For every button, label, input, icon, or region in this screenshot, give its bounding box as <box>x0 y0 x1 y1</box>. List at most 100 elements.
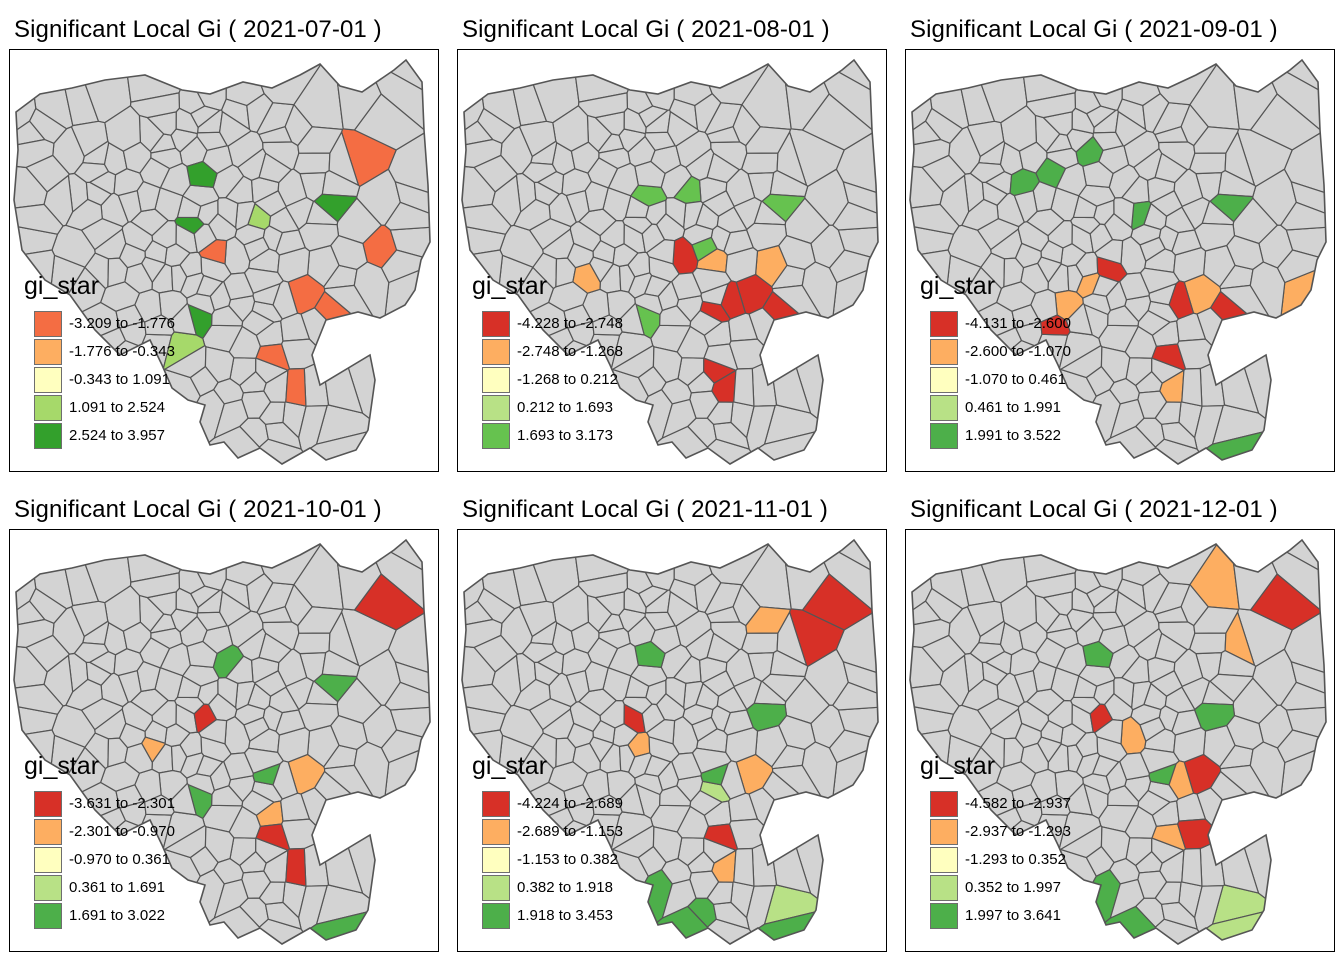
legend-swatch <box>482 339 510 365</box>
district <box>733 847 755 887</box>
district <box>745 126 792 154</box>
legend-item: -0.343 to 1.091 <box>24 367 170 395</box>
district-significant <box>1075 272 1101 299</box>
legend-item: 0.382 to 1.918 <box>472 875 613 903</box>
district <box>589 736 614 764</box>
district <box>211 305 244 327</box>
district <box>646 718 676 745</box>
district-significant <box>691 236 718 263</box>
district <box>598 627 631 650</box>
legend-label: -4.582 to -2.937 <box>965 795 1071 812</box>
district <box>675 610 712 649</box>
panel-title: Significant Local Gi ( 2021-09-01 ) <box>910 16 1278 43</box>
district <box>1193 606 1240 634</box>
district <box>28 587 68 625</box>
district-significant <box>761 193 806 223</box>
district <box>961 198 999 231</box>
district <box>146 111 177 136</box>
choropleth-map <box>909 58 1327 465</box>
district <box>761 673 806 703</box>
legend-item: -3.631 to -2.301 <box>24 791 175 819</box>
district <box>198 718 228 745</box>
district <box>924 107 964 145</box>
choropleth-map <box>461 538 879 945</box>
district <box>189 105 222 129</box>
district <box>1025 572 1077 599</box>
district <box>1154 632 1189 664</box>
district <box>563 304 593 329</box>
legend-item: -4.228 to -2.748 <box>472 311 623 339</box>
district <box>1046 627 1079 650</box>
district <box>665 677 687 709</box>
legend-item: -1.153 to 0.382 <box>472 847 618 875</box>
district <box>297 606 344 634</box>
legend: gi_star -4.228 to -2.748 -2.748 to -1.26… <box>472 272 623 451</box>
district <box>196 611 229 631</box>
district <box>1092 611 1125 631</box>
legend-swatch <box>34 847 62 873</box>
district <box>740 632 779 655</box>
legend-label: -1.153 to 0.382 <box>517 851 618 868</box>
legend-label: 1.991 to 3.522 <box>965 427 1061 444</box>
map-panel-2021-10: Significant Local Gi ( 2021-10-01 ) gi_s… <box>8 496 440 966</box>
district <box>217 677 239 709</box>
district <box>644 611 677 631</box>
district <box>1011 304 1041 329</box>
map-panel-2021-11: Significant Local Gi ( 2021-11-01 ) gi_s… <box>456 496 888 966</box>
district <box>462 203 512 235</box>
district <box>675 130 712 169</box>
legend-swatch <box>930 903 958 929</box>
legend-item: -1.070 to 0.461 <box>920 367 1066 395</box>
district <box>665 197 687 229</box>
district <box>961 678 999 711</box>
legend-label: -2.689 to -1.153 <box>517 823 623 840</box>
district <box>115 304 145 329</box>
legend-label: 0.461 to 1.991 <box>965 399 1061 416</box>
legend-swatch <box>482 903 510 929</box>
district <box>243 716 270 743</box>
city-outline <box>461 538 879 945</box>
legend-title: gi_star <box>920 272 996 300</box>
district <box>1011 784 1041 809</box>
legend: gi_star -3.631 to -2.301 -2.301 to -0.97… <box>24 752 175 931</box>
district <box>659 785 692 807</box>
legend-label: -4.228 to -2.748 <box>517 315 623 332</box>
district <box>275 709 306 736</box>
district <box>70 600 109 638</box>
district <box>921 634 967 673</box>
legend-label: 0.361 to 1.691 <box>69 879 165 896</box>
district <box>258 881 286 905</box>
choropleth-map <box>461 58 879 465</box>
district <box>211 785 244 807</box>
legend-label: -4.224 to -2.689 <box>517 795 623 812</box>
district <box>1040 239 1064 265</box>
district <box>637 585 670 609</box>
district <box>1013 669 1038 703</box>
district <box>1113 197 1135 229</box>
district <box>1123 130 1160 169</box>
legend-swatch <box>34 339 62 365</box>
legend-label: 1.691 to 3.022 <box>69 907 165 924</box>
district <box>73 642 110 664</box>
legend-swatch <box>34 791 62 817</box>
district <box>1092 131 1125 151</box>
district <box>966 120 1005 158</box>
district <box>1094 718 1124 745</box>
district <box>910 203 960 235</box>
district <box>728 818 776 850</box>
district <box>1181 847 1203 887</box>
map-frame: gi_star -4.582 to -2.937 -2.937 to -1.29… <box>905 529 1335 952</box>
legend-title: gi_star <box>472 752 548 780</box>
legend-label: -2.937 to -1.293 <box>965 823 1071 840</box>
legend-swatch <box>930 819 958 845</box>
legend-item: -0.970 to 0.361 <box>24 847 170 875</box>
district <box>275 229 306 256</box>
district <box>1032 180 1057 213</box>
district <box>691 716 718 743</box>
legend-label: 1.997 to 3.641 <box>965 907 1061 924</box>
district-significant <box>285 847 307 887</box>
map-frame: gi_star -3.209 to -1.776 -1.776 to -0.34… <box>9 49 439 472</box>
district <box>1154 401 1182 425</box>
district <box>584 180 609 213</box>
district <box>1037 256 1062 284</box>
